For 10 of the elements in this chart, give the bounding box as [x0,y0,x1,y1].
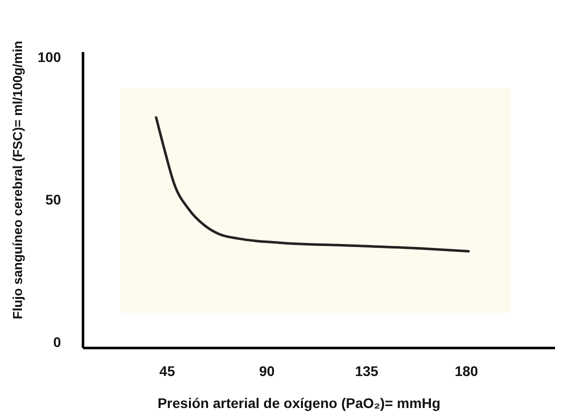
y-tick-label: 100 [38,49,62,66]
x-tick-label: 90 [259,362,275,379]
y-tick-label: 50 [45,191,62,208]
y-tick-label: 0 [53,334,62,350]
x-tick-label: 180 [454,362,478,379]
line-series [154,116,470,252]
y-axis-title: Flujo sanguíneo cerebral (FSC)= ml/100g/min [10,40,25,320]
x-tick-label: 45 [159,362,176,379]
x-tick-label: 135 [354,362,379,379]
x-axis-title: Presión arterial de oxígeno (PaO₂)= mmHg [158,395,440,411]
